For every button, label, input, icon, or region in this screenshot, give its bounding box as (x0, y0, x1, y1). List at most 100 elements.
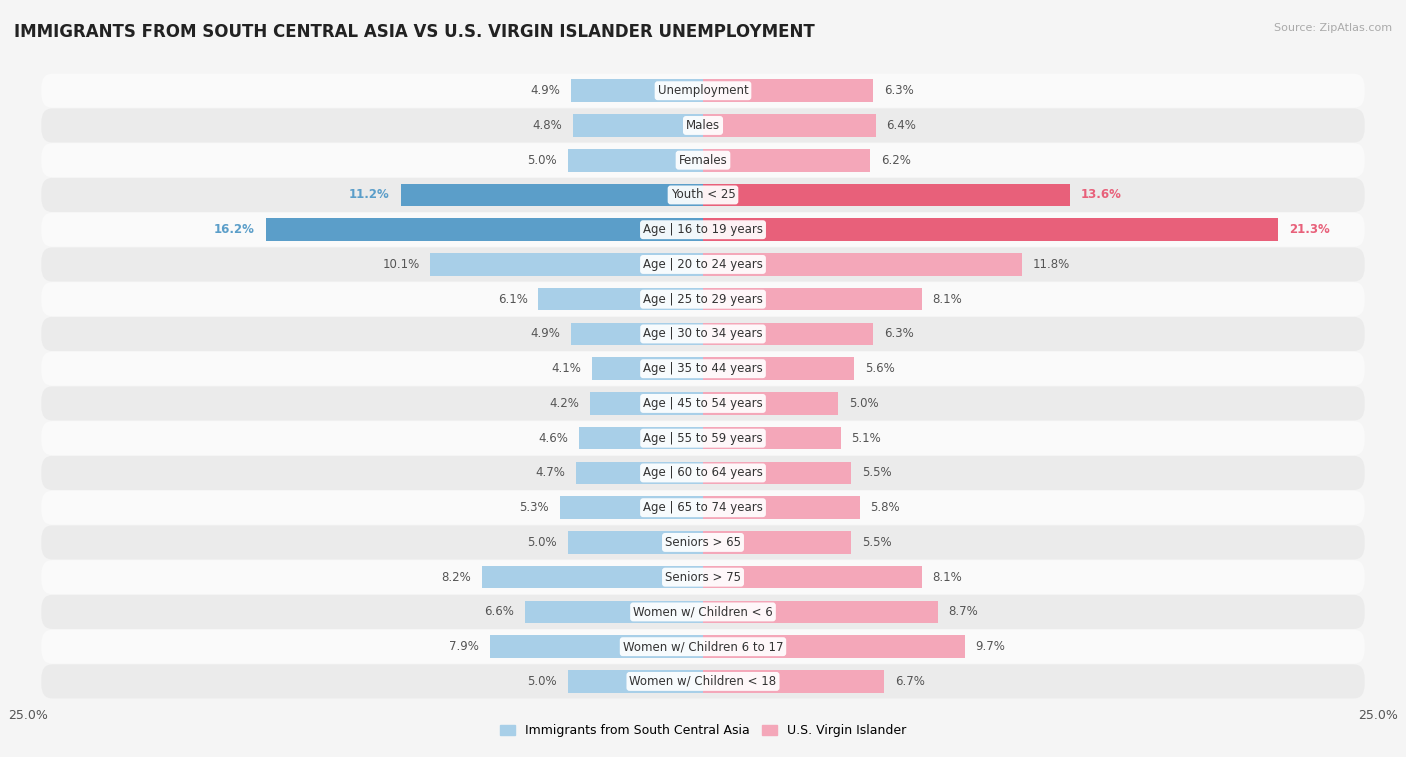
Bar (703, 531, 852, 553)
FancyBboxPatch shape (41, 456, 1365, 490)
Bar (592, 357, 703, 380)
Text: 5.5%: 5.5% (862, 466, 891, 479)
Text: 7.9%: 7.9% (449, 640, 479, 653)
Text: 5.0%: 5.0% (527, 154, 557, 167)
Text: 6.3%: 6.3% (884, 84, 914, 97)
Bar (571, 79, 703, 102)
Text: IMMIGRANTS FROM SOUTH CENTRAL ASIA VS U.S. VIRGIN ISLANDER UNEMPLOYMENT: IMMIGRANTS FROM SOUTH CENTRAL ASIA VS U.… (14, 23, 815, 41)
Bar (430, 253, 703, 276)
Bar (489, 635, 703, 658)
Text: 11.2%: 11.2% (349, 188, 389, 201)
Text: Youth < 25: Youth < 25 (671, 188, 735, 201)
Bar (560, 497, 703, 519)
Text: Women w/ Children 6 to 17: Women w/ Children 6 to 17 (623, 640, 783, 653)
Text: Age | 25 to 29 years: Age | 25 to 29 years (643, 293, 763, 306)
FancyBboxPatch shape (41, 178, 1365, 212)
Text: Age | 65 to 74 years: Age | 65 to 74 years (643, 501, 763, 514)
Bar (703, 670, 884, 693)
FancyBboxPatch shape (41, 213, 1365, 247)
Text: 4.1%: 4.1% (551, 362, 582, 375)
Text: Age | 30 to 34 years: Age | 30 to 34 years (643, 328, 763, 341)
Text: Age | 55 to 59 years: Age | 55 to 59 years (643, 431, 763, 444)
Text: Males: Males (686, 119, 720, 132)
Bar (574, 114, 703, 137)
FancyBboxPatch shape (41, 665, 1365, 699)
Text: Source: ZipAtlas.com: Source: ZipAtlas.com (1274, 23, 1392, 33)
Text: 11.8%: 11.8% (1032, 258, 1070, 271)
Text: 13.6%: 13.6% (1081, 188, 1122, 201)
Bar (703, 322, 873, 345)
Text: 6.4%: 6.4% (887, 119, 917, 132)
Bar (703, 79, 873, 102)
Bar (703, 357, 855, 380)
Bar (703, 149, 870, 172)
Text: 5.6%: 5.6% (865, 362, 894, 375)
Bar (576, 462, 703, 484)
Bar (703, 635, 965, 658)
FancyBboxPatch shape (41, 108, 1365, 142)
FancyBboxPatch shape (41, 595, 1365, 629)
Text: 6.2%: 6.2% (882, 154, 911, 167)
Text: 4.6%: 4.6% (538, 431, 568, 444)
FancyBboxPatch shape (41, 421, 1365, 455)
Text: 10.1%: 10.1% (382, 258, 419, 271)
Bar (703, 114, 876, 137)
Bar (703, 600, 938, 623)
Bar (266, 219, 703, 241)
Bar (538, 288, 703, 310)
Text: Women w/ Children < 6: Women w/ Children < 6 (633, 606, 773, 618)
Text: 5.0%: 5.0% (527, 675, 557, 688)
FancyBboxPatch shape (41, 630, 1365, 664)
Text: 6.3%: 6.3% (884, 328, 914, 341)
Bar (703, 462, 852, 484)
FancyBboxPatch shape (41, 525, 1365, 559)
Bar (703, 497, 859, 519)
Text: 4.8%: 4.8% (533, 119, 562, 132)
Bar (703, 253, 1022, 276)
Bar (571, 322, 703, 345)
Text: Age | 45 to 54 years: Age | 45 to 54 years (643, 397, 763, 410)
Bar (568, 531, 703, 553)
Text: 8.2%: 8.2% (441, 571, 471, 584)
FancyBboxPatch shape (41, 143, 1365, 177)
Text: 5.1%: 5.1% (852, 431, 882, 444)
Text: Seniors > 65: Seniors > 65 (665, 536, 741, 549)
FancyBboxPatch shape (41, 386, 1365, 420)
Text: 8.7%: 8.7% (949, 606, 979, 618)
Text: 9.7%: 9.7% (976, 640, 1005, 653)
FancyBboxPatch shape (41, 352, 1365, 386)
Text: 5.8%: 5.8% (870, 501, 900, 514)
Text: Unemployment: Unemployment (658, 84, 748, 97)
FancyBboxPatch shape (41, 282, 1365, 316)
Bar (579, 427, 703, 450)
Text: Age | 35 to 44 years: Age | 35 to 44 years (643, 362, 763, 375)
Bar (703, 392, 838, 415)
Text: 6.6%: 6.6% (484, 606, 515, 618)
Bar (401, 184, 703, 206)
Bar (568, 149, 703, 172)
Text: Females: Females (679, 154, 727, 167)
Bar (703, 566, 922, 588)
Text: Age | 16 to 19 years: Age | 16 to 19 years (643, 223, 763, 236)
Text: Seniors > 75: Seniors > 75 (665, 571, 741, 584)
FancyBboxPatch shape (41, 491, 1365, 525)
Text: Age | 60 to 64 years: Age | 60 to 64 years (643, 466, 763, 479)
Text: 8.1%: 8.1% (932, 571, 962, 584)
Text: 4.9%: 4.9% (530, 328, 560, 341)
FancyBboxPatch shape (41, 73, 1365, 107)
Bar (703, 288, 922, 310)
Text: Age | 20 to 24 years: Age | 20 to 24 years (643, 258, 763, 271)
Bar (703, 427, 841, 450)
Bar (703, 184, 1070, 206)
Legend: Immigrants from South Central Asia, U.S. Virgin Islander: Immigrants from South Central Asia, U.S.… (495, 719, 911, 743)
FancyBboxPatch shape (41, 560, 1365, 594)
Text: 21.3%: 21.3% (1289, 223, 1330, 236)
FancyBboxPatch shape (41, 248, 1365, 282)
Bar (703, 219, 1278, 241)
Text: 6.1%: 6.1% (498, 293, 527, 306)
Bar (482, 566, 703, 588)
Bar (589, 392, 703, 415)
Text: 8.1%: 8.1% (932, 293, 962, 306)
Text: 6.7%: 6.7% (894, 675, 925, 688)
Text: 4.7%: 4.7% (536, 466, 565, 479)
